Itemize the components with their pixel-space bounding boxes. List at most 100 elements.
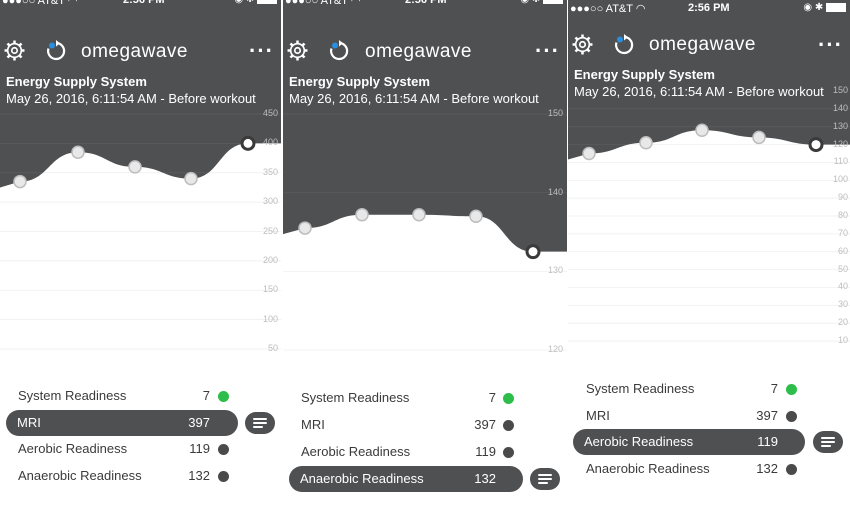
- readiness-label: MRI: [17, 414, 41, 430]
- menu-line-icon: [253, 425, 263, 428]
- y-tick-label: 130: [832, 120, 848, 131]
- readiness-value: 119: [757, 434, 778, 449]
- settings-gear-icon[interactable]: [4, 40, 25, 66]
- data-point[interactable]: [184, 171, 198, 186]
- menu-line-icon: [821, 437, 835, 439]
- battery-icon: ◉ ✱: [234, 0, 277, 5]
- y-tick-label: 60: [837, 245, 848, 256]
- y-tick-label: 70: [837, 227, 848, 238]
- settings-gear-icon[interactable]: [287, 40, 308, 66]
- battery-icon: ◉ ✱: [520, 0, 563, 5]
- status-bar: ●●●○○ AT&T ◠ 2:56 PM ◉ ✱: [0, 0, 281, 8]
- carrier: ●●●○○ AT&T ◠: [285, 0, 361, 7]
- y-tick-label: 140: [547, 186, 563, 197]
- data-point[interactable]: [582, 146, 596, 161]
- readiness-row[interactable]: Aerobic Readiness 119: [283, 439, 527, 465]
- measurement-date: May 26, 2016, 6:11:54 AM - Before workou…: [574, 84, 824, 99]
- y-tick-label: 140: [832, 102, 848, 113]
- readiness-row[interactable]: Anaerobic Readiness 132: [0, 463, 241, 489]
- data-point[interactable]: [695, 123, 709, 138]
- status-dot-green: [218, 391, 229, 402]
- readiness-row[interactable]: System Readiness 7: [0, 383, 241, 409]
- data-point[interactable]: [128, 160, 142, 174]
- chart: [568, 100, 850, 360]
- data-point[interactable]: [355, 207, 369, 222]
- readiness-label: MRI: [301, 417, 325, 432]
- status-dot: [503, 420, 514, 431]
- readiness-label: System Readiness: [586, 381, 695, 396]
- more-options-icon[interactable]: ···: [249, 38, 274, 63]
- page-title: Energy Supply System: [6, 74, 147, 89]
- readiness-label: Aerobic Readiness: [584, 434, 694, 449]
- carrier: ●●●○○ AT&T ◠: [570, 3, 646, 15]
- readiness-row[interactable]: System Readiness 7: [568, 376, 810, 402]
- readiness-row[interactable]: MRI 397: [6, 409, 238, 436]
- readiness-label: Anaerobic Readiness: [300, 471, 424, 486]
- menu-line-icon: [538, 478, 552, 480]
- data-point[interactable]: [639, 136, 653, 150]
- more-options-icon[interactable]: ···: [818, 32, 843, 57]
- data-point-current[interactable]: [808, 137, 824, 153]
- sync-icon[interactable]: [613, 34, 635, 61]
- sync-icon[interactable]: [328, 40, 350, 67]
- row-menu-button[interactable]: [530, 468, 560, 490]
- data-point-current[interactable]: [525, 244, 541, 260]
- readiness-label: System Readiness: [18, 388, 127, 403]
- settings-gear-icon[interactable]: [572, 34, 593, 60]
- menu-line-icon: [538, 482, 548, 484]
- y-tick-label: 40: [837, 281, 848, 292]
- readiness-value: 7: [488, 390, 496, 405]
- readiness-row[interactable]: System Readiness 7: [283, 385, 527, 411]
- data-point[interactable]: [298, 221, 312, 235]
- y-tick-label: 350: [262, 166, 278, 177]
- y-tick-label: 450: [262, 108, 278, 118]
- readiness-label: MRI: [586, 407, 610, 423]
- y-tick-label: 90: [837, 192, 848, 203]
- readiness-label: System Readiness: [301, 390, 410, 405]
- series-area: [568, 130, 850, 360]
- readiness-value: 7: [770, 381, 778, 396]
- data-point[interactable]: [469, 209, 483, 224]
- y-tick-label: 300: [262, 196, 278, 207]
- row-menu-button[interactable]: [813, 431, 843, 453]
- readiness-row[interactable]: MRI 397: [568, 403, 810, 429]
- readiness-value: 119: [189, 441, 210, 456]
- readiness-row[interactable]: Anaerobic Readiness 132: [289, 466, 523, 492]
- readiness-value: 397: [756, 407, 778, 423]
- data-point[interactable]: [752, 130, 766, 145]
- y-tick-label: 150: [262, 284, 278, 295]
- page-title: Energy Supply System: [289, 74, 430, 89]
- readiness-row[interactable]: Anaerobic Readiness 132: [568, 456, 810, 482]
- readiness-row[interactable]: Aerobic Readiness 119: [0, 436, 241, 462]
- data-point[interactable]: [412, 207, 426, 222]
- measurement-date: May 26, 2016, 6:11:54 AM - Before workou…: [289, 91, 539, 106]
- y-tick-label: 110: [833, 156, 848, 167]
- y-tick-label: 100: [262, 313, 278, 324]
- readiness-label: Anaerobic Readiness: [18, 467, 142, 483]
- y-tick-label: 20: [837, 317, 848, 328]
- readiness-row[interactable]: MRI 397: [283, 412, 527, 438]
- data-point-current[interactable]: [240, 135, 256, 151]
- clock: 2:56 PM: [688, 2, 730, 14]
- menu-line-icon: [821, 441, 835, 443]
- row-menu-button[interactable]: [245, 411, 275, 434]
- readiness-row[interactable]: Aerobic Readiness 119: [573, 429, 805, 455]
- clock: 2:56 PM: [405, 0, 447, 6]
- data-point[interactable]: [13, 174, 27, 189]
- omegawave-logo: omegawave: [81, 41, 188, 62]
- series-area: [0, 143, 281, 370]
- data-point[interactable]: [71, 145, 85, 159]
- series-line: [0, 110, 281, 188]
- screen-panel-3: ●●●○○ AT&T ◠ 2:56 PM ◉ ✱ omegawave ··· E…: [568, 0, 850, 507]
- readiness-value: 397: [474, 417, 496, 432]
- y-tick-label: 250: [262, 225, 278, 236]
- status-dot-green: [786, 384, 797, 395]
- y-tick-label: 130: [547, 265, 563, 276]
- more-options-icon[interactable]: ···: [535, 38, 560, 63]
- sync-icon[interactable]: [45, 40, 67, 67]
- readiness-label: Aerobic Readiness: [301, 444, 411, 459]
- screen-panel-1: ●●●○○ AT&T ◠ 2:56 PM ◉ ✱ omegawave ··· E…: [0, 0, 281, 507]
- series-line: [283, 110, 567, 252]
- menu-line-icon: [253, 417, 267, 420]
- status-dot: [786, 463, 797, 475]
